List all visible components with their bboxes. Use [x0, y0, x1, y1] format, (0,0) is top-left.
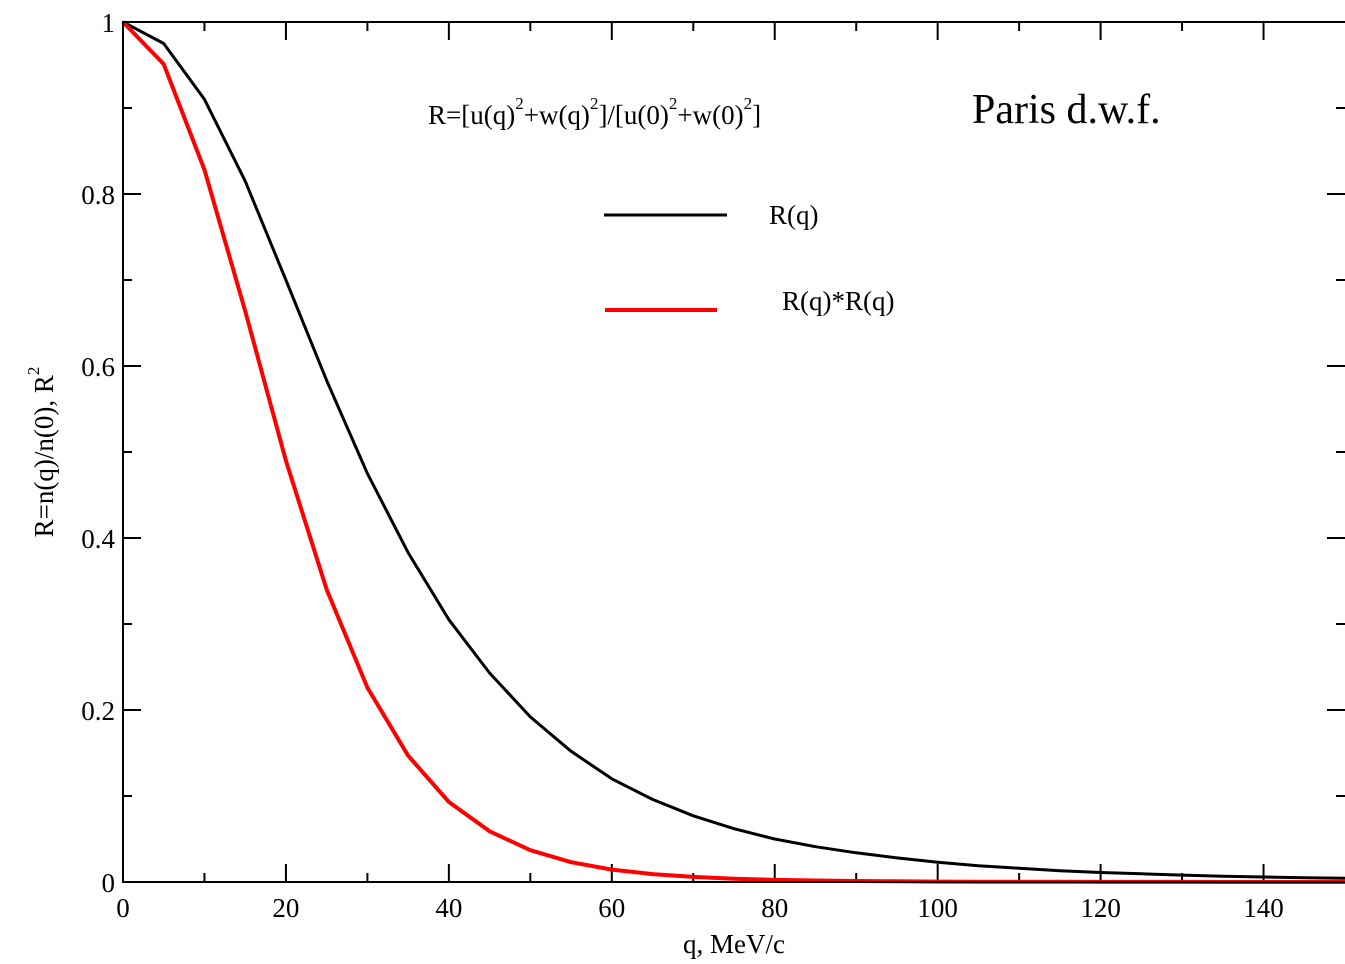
axis-ticks [122, 21, 1345, 883]
y-tick-label: 1 [102, 8, 116, 38]
tick-labels: 0 20 40 60 80 100 120 140 0 0.2 0.4 0.6 0.8 1 [81, 8, 1284, 923]
x-tick-label: 60 [598, 893, 625, 923]
y-tick-label: 0.6 [81, 352, 115, 382]
x-axis-label: q, MeV/c [683, 929, 785, 959]
x-tick-label: 20 [272, 893, 299, 923]
legend-label-2: R(q)*R(q) [782, 286, 894, 316]
plot-frame [122, 21, 1345, 883]
plot-title: Paris d.w.f. [972, 87, 1161, 133]
y-tick-label: 0.2 [81, 696, 115, 726]
legend: R(q) R(q)*R(q) [604, 200, 894, 316]
x-tick-label: 100 [917, 893, 958, 923]
x-tick-label: 120 [1080, 893, 1121, 923]
legend-label-1: R(q) [769, 200, 819, 230]
series-line-2 [121, 20, 1345, 884]
x-tick-label: 140 [1243, 893, 1284, 923]
series-lines [121, 20, 1345, 884]
formula-annotation: R=[u(q)2+w(q)2]/[u(0)2+w(0)2] [428, 94, 761, 130]
x-tick-label: 0 [116, 893, 130, 923]
x-tick-label: 80 [761, 893, 788, 923]
y-tick-label: 0 [102, 868, 116, 898]
y-axis-label: R=n(q)/n(0), R2 [24, 367, 59, 538]
y-tick-label: 0.4 [81, 524, 115, 554]
series-line-1 [122, 20, 1345, 880]
y-tick-label: 0.8 [81, 180, 115, 210]
x-tick-label: 40 [435, 893, 462, 923]
